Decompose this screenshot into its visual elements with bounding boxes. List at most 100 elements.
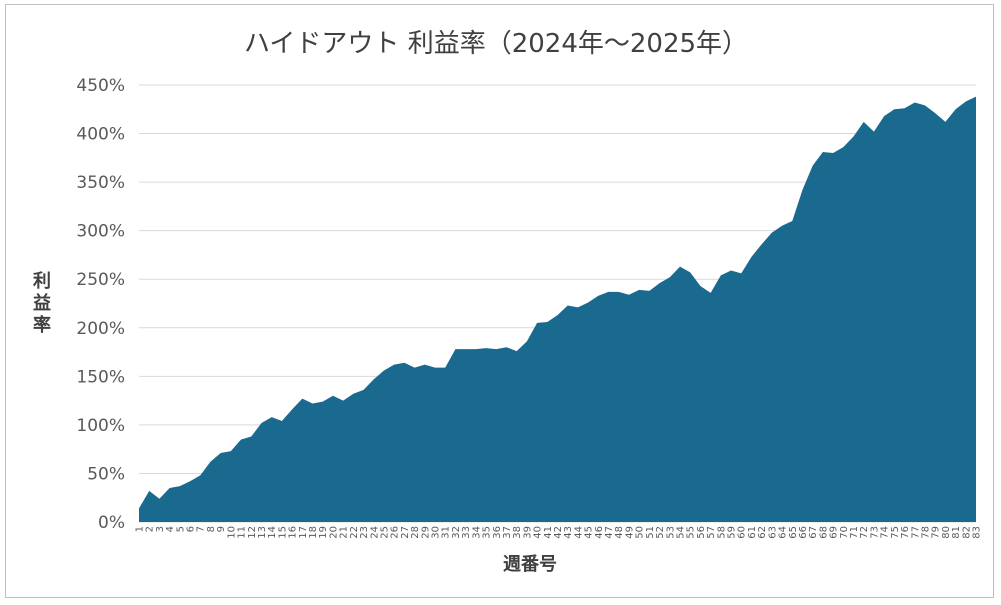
area-chart: ハイドアウト 利益率（2024年～2025年） 0% 50% 100% 150% 200… — [33, 29, 983, 575]
x-tick-label: 26 — [390, 526, 401, 539]
x-tick-label: 25 — [379, 526, 390, 539]
x-tick-label: 4 — [165, 526, 176, 532]
x-tick-label: 49 — [624, 526, 635, 539]
x-tick-label: 33 — [461, 526, 472, 539]
x-tick-label: 70 — [839, 526, 850, 539]
x-tick-label: 2 — [145, 526, 156, 532]
x-tick-label: 38 — [512, 526, 523, 539]
x-tick-label: 63 — [767, 526, 778, 539]
x-tick-label: 64 — [778, 526, 789, 539]
x-axis-ticks: 1 2 3 4 5 6 7 8 9 10 11 12 13 14 15 16 17 18 19 20 21 22 23 24 2… — [135, 526, 983, 539]
x-tick-label: 29 — [420, 526, 431, 539]
x-tick-label: 41 — [543, 526, 554, 539]
y-axis-title: 利益率 — [33, 270, 51, 336]
y-tick-label: 350% — [76, 173, 125, 193]
x-tick-label: 7 — [196, 526, 207, 532]
x-tick-label: 50 — [635, 526, 646, 539]
x-tick-label: 36 — [492, 526, 503, 539]
x-tick-label: 22 — [349, 526, 360, 539]
x-tick-label: 39 — [522, 526, 533, 539]
x-tick-label: 57 — [706, 526, 717, 539]
x-tick-label: 78 — [920, 526, 931, 539]
y-tick-label: 0% — [98, 513, 125, 533]
x-tick-label: 14 — [267, 526, 278, 539]
x-tick-label: 46 — [594, 526, 605, 539]
x-tick-label: 67 — [808, 526, 819, 539]
x-tick-label: 16 — [288, 526, 299, 539]
x-tick-label: 61 — [747, 526, 758, 539]
x-tick-label: 32 — [451, 526, 462, 539]
x-tick-label: 27 — [400, 526, 411, 539]
x-tick-label: 80 — [941, 526, 952, 539]
x-tick-label: 59 — [727, 526, 738, 539]
y-tick-label: 50% — [87, 464, 125, 484]
y-tick-label: 450% — [76, 76, 125, 96]
y-axis-ticks: 0% 50% 100% 150% 200% 250% 300% 350% 400% 450% — [76, 76, 125, 533]
x-tick-label: 3 — [155, 526, 166, 532]
x-tick-label: 74 — [880, 526, 891, 539]
x-tick-label: 12 — [247, 526, 258, 539]
x-tick-label: 69 — [829, 526, 840, 539]
x-tick-label: 51 — [645, 526, 656, 539]
x-tick-label: 19 — [318, 526, 329, 539]
x-tick-label: 34 — [471, 526, 482, 539]
x-tick-label: 8 — [206, 526, 217, 532]
x-tick-label: 44 — [573, 526, 584, 539]
x-tick-label: 1 — [135, 526, 146, 532]
x-tick-label: 47 — [604, 526, 615, 539]
x-tick-label: 53 — [665, 526, 676, 539]
x-tick-label: 20 — [328, 526, 339, 539]
x-tick-label: 40 — [533, 526, 544, 539]
x-tick-label: 65 — [788, 526, 799, 539]
profit-rate-area — [139, 96, 976, 523]
x-tick-label: 55 — [686, 526, 697, 539]
x-tick-label: 37 — [502, 526, 513, 539]
x-tick-label: 5 — [175, 526, 186, 532]
y-tick-label: 300% — [76, 222, 125, 242]
x-tick-label: 13 — [257, 526, 268, 539]
x-tick-label: 48 — [614, 526, 625, 539]
x-tick-label: 28 — [410, 526, 421, 539]
x-tick-label: 6 — [186, 526, 197, 532]
x-tick-label: 66 — [798, 526, 809, 539]
x-tick-label: 31 — [441, 526, 452, 539]
x-tick-label: 17 — [298, 526, 309, 539]
x-tick-label: 42 — [553, 526, 564, 539]
y-tick-label: 100% — [76, 416, 125, 436]
x-tick-label: 60 — [737, 526, 748, 539]
x-tick-label: 73 — [869, 526, 880, 539]
x-tick-label: 21 — [339, 526, 350, 539]
x-tick-label: 23 — [359, 526, 370, 539]
x-tick-label: 52 — [655, 526, 666, 539]
x-axis-title: 週番号 — [503, 554, 557, 575]
x-tick-label: 11 — [237, 526, 248, 539]
x-tick-label: 71 — [849, 526, 860, 539]
x-tick-label: 45 — [584, 526, 595, 539]
x-tick-label: 56 — [696, 526, 707, 539]
x-tick-label: 81 — [951, 526, 962, 539]
x-tick-label: 18 — [308, 526, 319, 539]
chart-frame: ハイドアウト 利益率（2024年～2025年） 0% 50% 100% 150% 200… — [5, 4, 994, 598]
x-tick-label: 82 — [961, 526, 972, 539]
y-tick-label: 400% — [76, 125, 125, 145]
chart-title: ハイドアウト 利益率（2024年～2025年） — [244, 29, 748, 59]
y-tick-label: 200% — [76, 319, 125, 339]
x-tick-label: 24 — [369, 526, 380, 539]
x-tick-label: 10 — [226, 526, 237, 539]
x-tick-label: 62 — [757, 526, 768, 539]
x-tick-label: 9 — [216, 526, 227, 532]
x-tick-label: 68 — [818, 526, 829, 539]
x-tick-label: 76 — [900, 526, 911, 539]
x-tick-label: 75 — [890, 526, 901, 539]
x-tick-label: 83 — [972, 526, 983, 539]
x-tick-label: 72 — [859, 526, 870, 539]
x-tick-label: 79 — [931, 526, 942, 539]
y-tick-label: 150% — [76, 367, 125, 387]
x-tick-label: 77 — [910, 526, 921, 539]
x-tick-label: 30 — [431, 526, 442, 539]
x-tick-label: 15 — [277, 526, 288, 539]
x-tick-label: 58 — [716, 526, 727, 539]
x-tick-label: 35 — [482, 526, 493, 539]
x-tick-label: 54 — [675, 526, 686, 539]
x-tick-label: 43 — [563, 526, 574, 539]
